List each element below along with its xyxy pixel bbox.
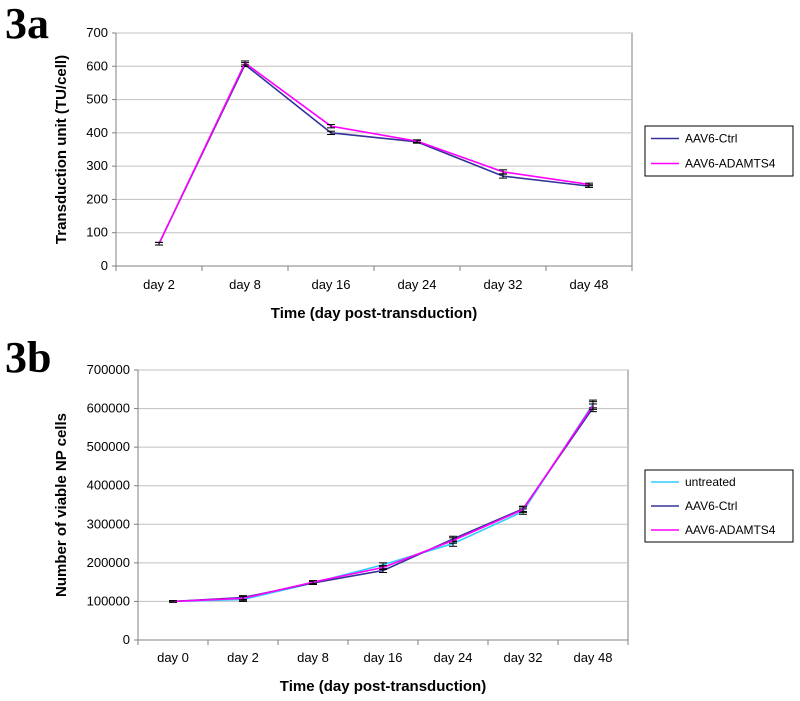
chart-3a: 0 100 200 300 400 500 600 700 day 2 day 8 day 16 da…	[53, 25, 794, 322]
x-tick-label: day 16	[363, 650, 402, 665]
chart-3b: 0 100000 200000 300000 400000 500000 600000 700…	[53, 362, 794, 695]
error-bar	[379, 565, 387, 570]
x-tick-label: day 24	[397, 277, 436, 292]
y-tick-label: 700	[86, 25, 108, 40]
x-tick-label: day 24	[433, 650, 472, 665]
error-bar	[413, 139, 421, 144]
panel-label-3b: 3b	[5, 333, 51, 382]
x-tick-label: day 48	[573, 650, 612, 665]
legend-label: AAV6-ADAMTS4	[685, 523, 776, 537]
legend-box	[644, 125, 794, 177]
error-bar	[449, 537, 457, 544]
x-axis-title: Time (day post-transduction)	[271, 305, 477, 322]
y-tick-label: 100000	[87, 593, 130, 608]
panel-label-3a: 3a	[5, 0, 49, 48]
x-tick-label: day 32	[483, 277, 522, 292]
x-tick-label: day 32	[503, 650, 542, 665]
y-tick-label: 100	[86, 225, 108, 240]
y-tick-label: 400000	[87, 478, 130, 493]
legend-label: untreated	[685, 475, 736, 489]
error-bar	[239, 595, 247, 601]
y-tick-label: 300000	[87, 516, 130, 531]
x-axis-title: Time (day post-transduction)	[280, 678, 486, 695]
x-tick-label: day 16	[311, 277, 350, 292]
y-tick-label: 700000	[87, 362, 130, 377]
error-bar	[327, 124, 335, 129]
y-tick-label: 500000	[87, 439, 130, 454]
y-axis-title: Transduction unit (TU/cell)	[53, 55, 70, 244]
error-bar	[589, 401, 597, 410]
x-tick-label: day 0	[157, 650, 189, 665]
legend-label: AAV6-Ctrl	[685, 132, 737, 146]
x-tick-label: day 8	[229, 277, 261, 292]
legend-label: AAV6-ADAMTS4	[685, 157, 776, 171]
y-tick-label: 200000	[87, 555, 130, 570]
x-tick-label: day 2	[227, 650, 259, 665]
series-line-AAV6-ADAMTS4	[158, 61, 590, 245]
error-bar	[169, 600, 177, 603]
x-tick-label: day 2	[143, 277, 175, 292]
error-bar	[519, 506, 527, 513]
x-tick-label: day 8	[297, 650, 329, 665]
y-tick-label: 500	[86, 92, 108, 107]
error-bar	[155, 241, 163, 246]
y-tick-label: 600000	[87, 401, 130, 416]
plot-area	[115, 32, 633, 267]
x-tick-label: day 48	[569, 277, 608, 292]
error-bar	[241, 60, 249, 66]
y-tick-label: 0	[101, 258, 108, 273]
y-tick-label: 0	[123, 632, 130, 647]
error-bar	[327, 130, 335, 136]
y-tick-label: 200	[86, 191, 108, 206]
error-bar	[309, 580, 317, 585]
error-bar	[585, 182, 593, 187]
y-tick-label: 400	[86, 125, 108, 140]
error-bar	[499, 169, 507, 175]
y-axis-title: Number of viable NP cells	[53, 413, 70, 597]
legend-label: AAV6-Ctrl	[685, 499, 737, 513]
y-tick-label: 300	[86, 158, 108, 173]
plot-area	[137, 369, 629, 641]
y-tick-label: 600	[86, 58, 108, 73]
